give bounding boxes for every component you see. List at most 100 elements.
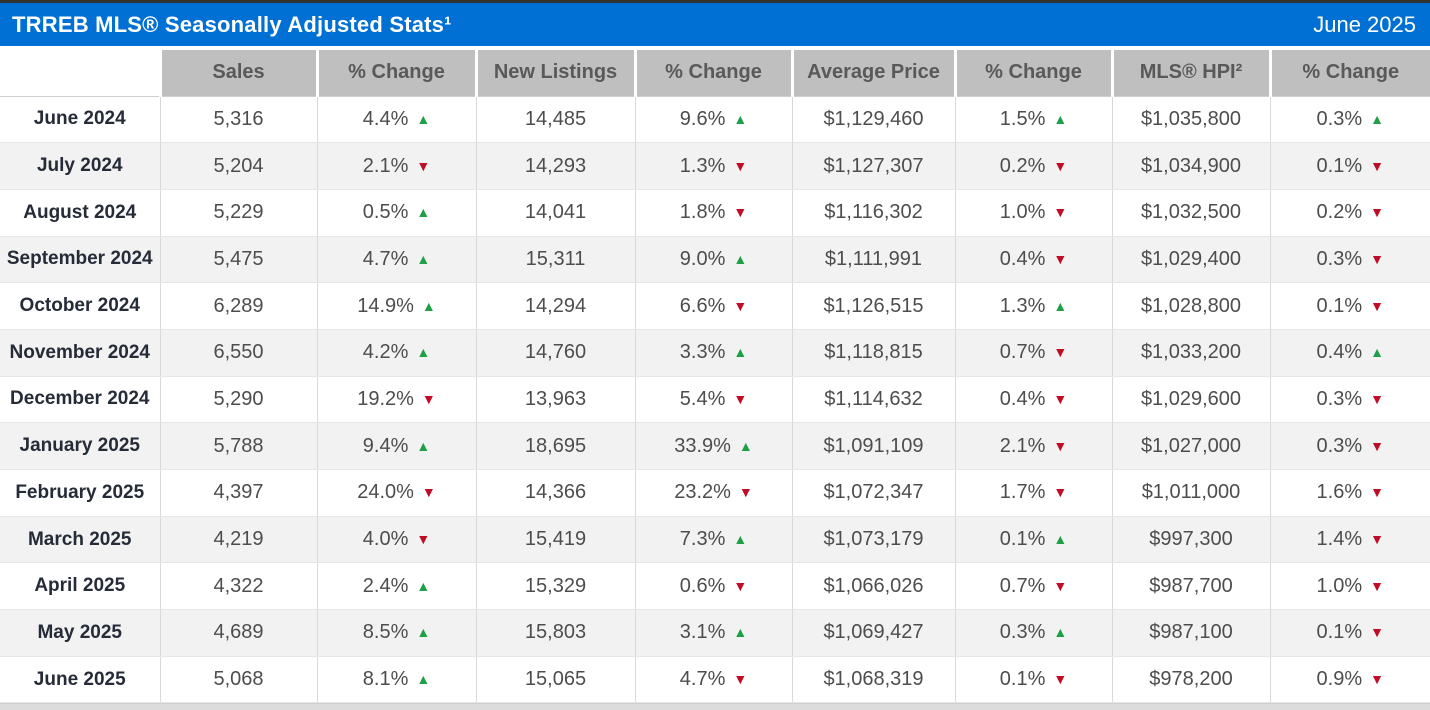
cell-text: 5,475 <box>213 247 264 270</box>
sales-value: 4,689 <box>159 609 317 657</box>
cell-text: 15,803 <box>524 621 587 644</box>
cell-text: 5,290 <box>213 387 264 410</box>
month-label: April 2025 <box>0 562 160 611</box>
down-arrow-icon: ▼ <box>1053 390 1068 407</box>
new-listings-value: 18,695 <box>475 422 635 470</box>
hpi-change-value: 1.4% ▼ <box>1269 516 1430 564</box>
cell-text: $1,073,179 <box>823 528 924 551</box>
cell-text: 8.1% <box>362 668 409 691</box>
sales-value: 6,550 <box>159 329 317 377</box>
sales-change-value: 4.2% ▲ <box>316 329 476 377</box>
down-arrow-icon: ▼ <box>1370 484 1384 501</box>
cell-text: $1,029,400 <box>1140 247 1242 270</box>
cell-text: $978,200 <box>1149 668 1233 691</box>
new-listings-value: 13,963 <box>475 376 635 424</box>
avg-price-value: $1,114,632 <box>791 376 955 424</box>
month-label: November 2024 <box>0 329 160 377</box>
hpi-value: $1,032,500 <box>1111 189 1270 237</box>
down-arrow-icon: ▼ <box>1053 577 1068 594</box>
cell-text: 1.4% <box>1316 528 1363 551</box>
cell-text: 6,289 <box>213 294 264 317</box>
new-listings-change-value: 1.8% ▼ <box>634 189 792 237</box>
hpi-value: $1,029,600 <box>1111 376 1270 424</box>
month-label: July 2024 <box>0 142 160 190</box>
cell-text: 13,963 <box>524 387 587 410</box>
down-arrow-icon: ▼ <box>1053 671 1068 688</box>
new-listings-change-value: 1.3% ▼ <box>634 142 792 190</box>
hpi-change-value: 0.2% ▼ <box>1269 189 1430 237</box>
cell-text: 4,322 <box>213 574 264 597</box>
new-listings-value: 14,485 <box>475 96 635 144</box>
cell-text: 0.1% <box>1316 294 1363 317</box>
cell-text: 4,397 <box>213 481 264 504</box>
cell-text: 7.3% <box>679 528 726 551</box>
sales-value: 4,397 <box>159 469 317 517</box>
down-arrow-icon: ▼ <box>733 390 748 407</box>
table-row-july-2024: July 2024 5,204 2.1% ▼ 14,293 1.3% ▼ $1,127,307… <box>0 142 1430 190</box>
avg-price-value: $1,129,460 <box>791 96 955 144</box>
hpi-change-value: 0.4% ▲ <box>1269 329 1430 377</box>
hpi-change-value: 0.3% ▼ <box>1269 376 1430 424</box>
sales-value: 5,068 <box>159 656 317 704</box>
new-listings-change-value: 0.6% ▼ <box>634 562 792 611</box>
avg-price-change-value: 0.4% ▼ <box>954 376 1112 424</box>
cell-text: 14.9% <box>357 294 414 317</box>
cell-text: 9.4% <box>362 434 409 457</box>
new-listings-value: 15,803 <box>475 609 635 657</box>
new-listings-value: 15,419 <box>475 516 635 564</box>
hpi-value: $997,300 <box>1111 516 1270 564</box>
month-label: December 2024 <box>0 376 160 424</box>
avg-price-value: $1,073,179 <box>791 516 955 564</box>
down-arrow-icon: ▼ <box>1370 390 1384 407</box>
cell-text: 5,229 <box>213 201 264 224</box>
new-listings-change-value: 9.6% ▲ <box>634 96 792 144</box>
sales-change-value: 4.0% ▼ <box>316 516 476 564</box>
cell-text: 0.1% <box>999 668 1046 691</box>
down-arrow-icon: ▼ <box>1370 297 1384 314</box>
month-label: March 2025 <box>0 516 160 564</box>
avg-price-change-value: 0.3% ▲ <box>954 609 1112 657</box>
title-bar: TRREB MLS® Seasonally Adjusted Stats¹ Ju… <box>0 3 1430 46</box>
table-row-september-2024: September 2024 5,475 4.7% ▲ 15,311 9.0% ▲ $1,11… <box>0 236 1430 284</box>
avg-price-change-value: 1.5% ▲ <box>954 96 1112 144</box>
new-listings-value: 15,311 <box>475 236 635 284</box>
sales-change-value: 8.5% ▲ <box>316 609 476 657</box>
cell-text: 0.7% <box>999 341 1046 364</box>
cell-text: 33.9% <box>674 434 731 457</box>
cell-text: 15,329 <box>524 574 587 597</box>
hpi-value: $987,100 <box>1111 609 1270 657</box>
month-label: June 2025 <box>0 656 160 704</box>
cell-text: $1,027,000 <box>1140 434 1242 457</box>
up-arrow-icon: ▲ <box>1053 297 1068 314</box>
new-listings-value: 15,065 <box>475 656 635 704</box>
new-listings-value: 14,760 <box>475 329 635 377</box>
down-arrow-icon: ▼ <box>738 484 753 501</box>
cell-text: 6.6% <box>679 294 726 317</box>
up-arrow-icon: ▲ <box>733 624 748 641</box>
avg-price-value: $1,091,109 <box>791 422 955 470</box>
new-listings-value: 14,366 <box>475 469 635 517</box>
avg-price-value: $1,127,307 <box>791 142 955 190</box>
avg-price-change-value: 0.1% ▲ <box>954 516 1112 564</box>
cell-text: 0.3% <box>1316 247 1363 270</box>
cell-text: 0.6% <box>679 574 726 597</box>
down-arrow-icon: ▼ <box>1053 484 1068 501</box>
down-arrow-icon: ▼ <box>733 671 748 688</box>
hpi-value: $978,200 <box>1111 656 1270 704</box>
up-arrow-icon: ▲ <box>733 110 748 127</box>
cell-text: $1,116,302 <box>824 201 923 224</box>
cell-text: 5,316 <box>213 107 264 130</box>
cell-text: 24.0% <box>357 481 414 504</box>
cell-text: 5,068 <box>213 668 264 691</box>
sales-value: 5,788 <box>159 422 317 470</box>
cell-text: 0.3% <box>1316 434 1363 457</box>
sales-value: 5,229 <box>159 189 317 237</box>
table-row-may-2025: May 2025 4,689 8.5% ▲ 15,803 3.1% ▲ $1,069,427 0… <box>0 609 1430 657</box>
column-header-average-price-change: % Change <box>953 50 1112 97</box>
hpi-change-value: 0.9% ▼ <box>1269 656 1430 704</box>
cell-text: 4.7% <box>362 247 409 270</box>
sales-value: 4,322 <box>159 562 317 611</box>
up-arrow-icon: ▲ <box>421 297 436 314</box>
down-arrow-icon: ▼ <box>733 577 748 594</box>
up-arrow-icon: ▲ <box>416 577 431 594</box>
